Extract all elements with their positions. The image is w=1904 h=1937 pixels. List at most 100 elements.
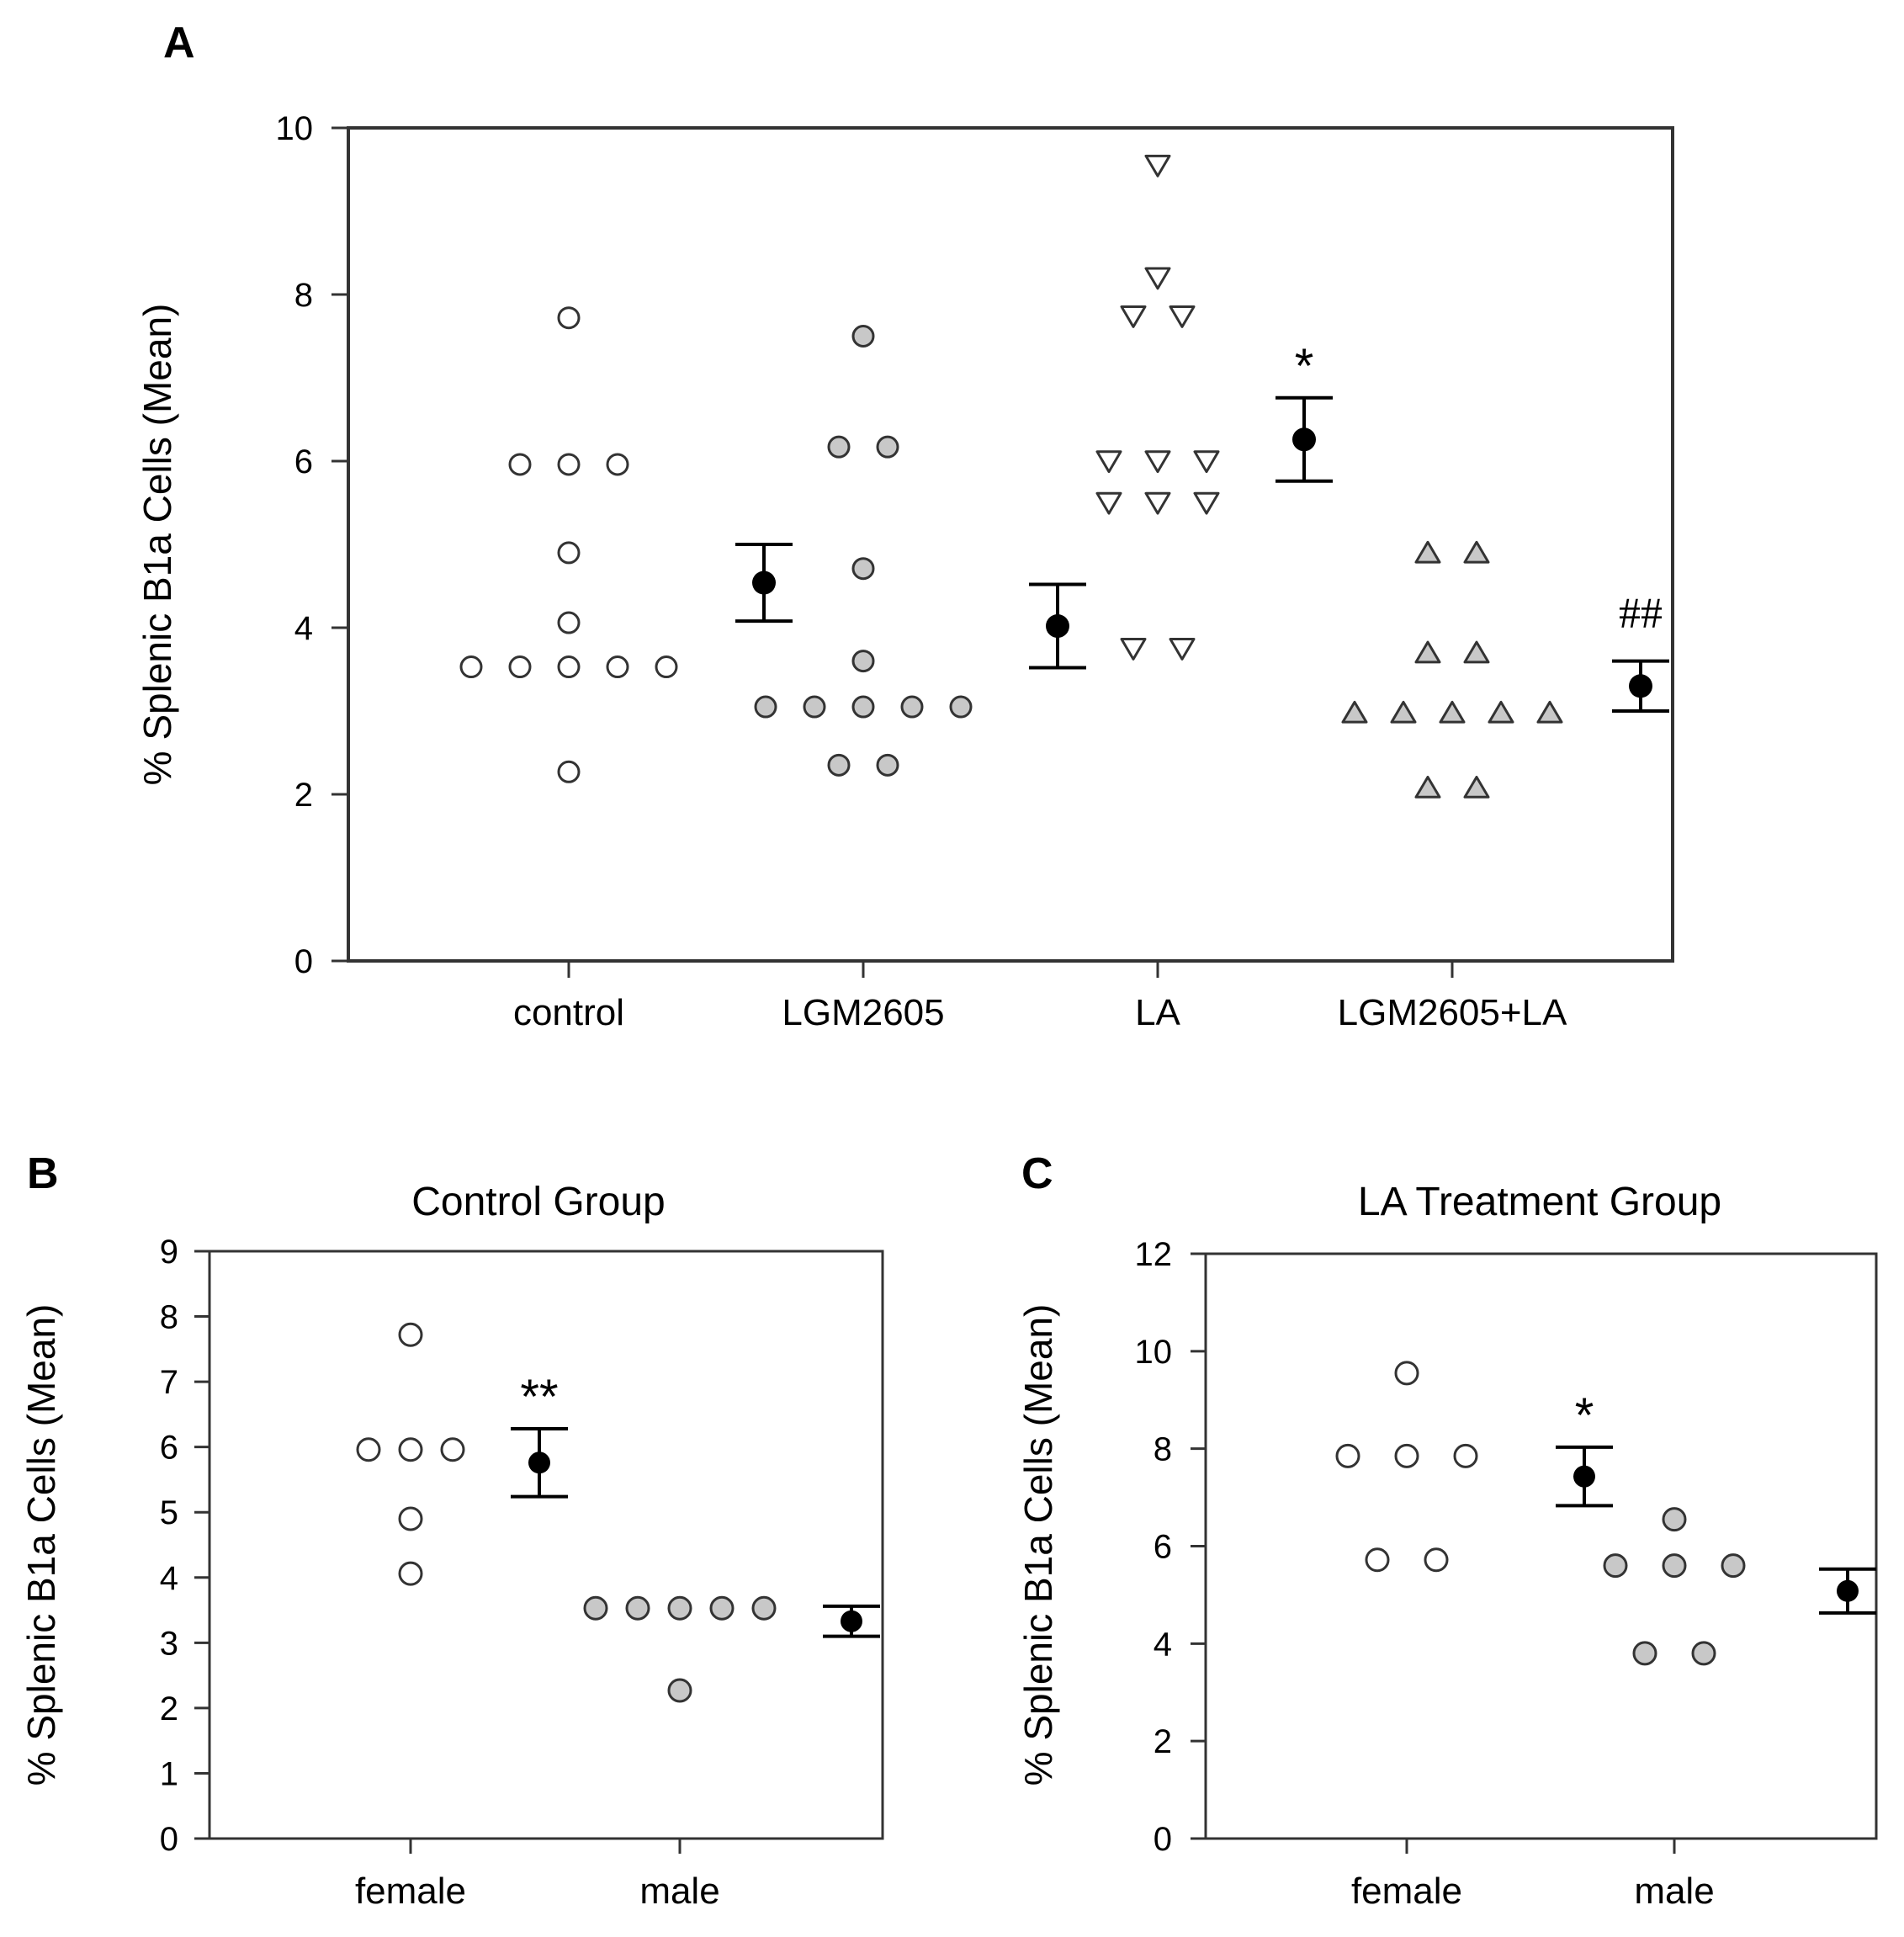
panel-b-significance-annotation: ** (520, 1370, 558, 1425)
panel-a-y-tick-label: 0 (294, 943, 313, 980)
panel-a-data-point (1193, 450, 1220, 474)
panel-c-data-point (1632, 1641, 1657, 1666)
panel-b-y-tick-label: 1 (160, 1755, 178, 1792)
panel-c-y-tick-label: 6 (1154, 1529, 1172, 1566)
panel-a-data-point (1169, 305, 1196, 328)
mean-point (1629, 674, 1652, 698)
panel-c-data-point (1424, 1547, 1449, 1573)
panel-c-mean-error-bar: * (1556, 1388, 1613, 1508)
panel-a-data-point (557, 306, 581, 330)
panel-a-data-point (1414, 640, 1441, 664)
panel-a-data-point (655, 655, 678, 679)
mean-point (841, 1610, 862, 1632)
mean-point (1837, 1579, 1859, 1602)
panel-b-y-tick-label: 3 (160, 1625, 178, 1662)
panel-a-significance-annotation: * (1295, 339, 1314, 394)
panel-b-mean-error-bar (823, 1604, 880, 1638)
panel-a-data-point (1120, 305, 1147, 328)
panel-a-data-point (827, 435, 851, 459)
panel-b-data-point (667, 1595, 692, 1621)
panel-a-data-point (1463, 540, 1490, 564)
panel-a-y-tick-label: 6 (294, 443, 313, 480)
panel-b-y-tick-label: 7 (160, 1364, 178, 1401)
panel-a-y-tick-label: 10 (276, 110, 314, 147)
panel-a-mean-error-bar: ## (1612, 590, 1669, 713)
panel-c-y-axis-title: % Splenic B1a Cells (Mean) (1016, 1304, 1060, 1786)
panel-a-category-label: LGM2605 (782, 992, 944, 1033)
panel-a-y-axis-title: % Splenic B1a Cells (Mean) (135, 304, 179, 786)
panel-c-data-point (1662, 1507, 1687, 1532)
panel-c-data-point (1453, 1443, 1478, 1468)
panel-a-data-point (803, 695, 826, 719)
panel-b-data-point (583, 1595, 608, 1621)
panel-c-y-tick-label: 10 (1135, 1334, 1173, 1371)
panel-b-data-point (709, 1595, 735, 1621)
panel-a-plot-frame (347, 126, 1674, 963)
panel-b-data-point (398, 1322, 423, 1347)
panel-b: B Control Group 0 1 2 3 4 5 6 7 8 9 female male % … (19, 1149, 884, 1912)
panel-c-y-tick-label: 4 (1154, 1626, 1172, 1663)
panel-a-data-point (1120, 638, 1147, 661)
panel-a-data-point (1390, 700, 1417, 724)
panel-b-data-point (398, 1506, 423, 1531)
panel-c-data-point (1394, 1443, 1419, 1468)
panel-a-data-point (1169, 638, 1196, 661)
panel-c-mean-error-bar (1819, 1567, 1876, 1615)
panel-b-y-tick-label: 8 (160, 1299, 178, 1336)
panel-a-y-tick-label: 8 (294, 277, 313, 314)
panel-a-significance-annotation: ## (1619, 590, 1663, 638)
panel-a-data-point (1144, 491, 1171, 515)
panel-c-category-label: female (1351, 1871, 1462, 1912)
panel-c-data-point (1662, 1553, 1687, 1579)
panel-c-category-label: male (1634, 1871, 1714, 1912)
panel-c-y-tick-label: 8 (1154, 1431, 1172, 1468)
panel-b-y-tick-label: 4 (160, 1560, 178, 1597)
panel-a-y-tick-label: 4 (294, 610, 313, 647)
panel-a-data-point (827, 753, 851, 777)
panel-a-data-point (1414, 775, 1441, 799)
panel-a-data-point (606, 453, 629, 476)
panel-c-y-tick-label: 12 (1135, 1236, 1173, 1273)
panel-a-data-point (900, 695, 924, 719)
panel-b-data-point (440, 1437, 465, 1462)
panel-letter-c: C (1021, 1149, 1053, 1198)
panel-a-data-point (754, 695, 777, 719)
panel-b-data-point (625, 1595, 650, 1621)
panel-b-data-point (398, 1561, 423, 1586)
panel-a-mean-error-bar (735, 543, 793, 624)
panel-a-data-point (508, 655, 532, 679)
panel-c-data-point (1365, 1547, 1390, 1573)
panel-a-data-point (1144, 267, 1171, 290)
panel-a-category-label: LA (1135, 992, 1180, 1033)
panel-a-data-point (557, 611, 581, 634)
panel-a-data-point (851, 325, 875, 348)
mean-point (1573, 1465, 1595, 1488)
panel-c-data-point (1721, 1553, 1746, 1579)
panel-letter-a: A (163, 19, 195, 67)
panel-a-mean-error-bar: * (1276, 339, 1333, 483)
panel-a-data-point (1463, 775, 1490, 799)
panel-a-data-point (876, 435, 899, 459)
panel-a-data-point (1193, 491, 1220, 515)
panel-b-title: Control Group (411, 1180, 665, 1224)
panel-a-data-point (557, 760, 581, 783)
panel-b-y-tick-label: 6 (160, 1430, 178, 1467)
panel-b-category-label: female (355, 1871, 466, 1912)
panel-a-data-point (876, 753, 899, 777)
panel-a-category-label: LGM2605+LA (1338, 992, 1567, 1033)
panel-a-mean-error-bar (1029, 582, 1086, 670)
panel-c-plot-frame (1204, 1252, 1878, 1840)
panel-b-plot-frame (208, 1250, 884, 1840)
panel-c: C LA Treatment Group 0 2 4 6 8 10 12 female mal… (1016, 1149, 1878, 1912)
panel-b-y-tick-label: 9 (160, 1234, 178, 1271)
panel-a-data-point (1536, 700, 1563, 724)
panel-a-data-point (949, 695, 973, 719)
panel-b-y-tick-label: 2 (160, 1690, 178, 1727)
panel-a-data-point (851, 650, 875, 673)
panel-c-data-point (1603, 1553, 1628, 1579)
panel-b-y-axis-title: % Splenic B1a Cells (Mean) (19, 1304, 63, 1786)
panel-a: A 0 2 4 6 8 10 control LGM2605 LA LGM2605+LA % S… (135, 19, 1674, 1033)
panel-a-data-point (557, 453, 581, 476)
panel-b-mean-error-bar: ** (511, 1370, 568, 1499)
